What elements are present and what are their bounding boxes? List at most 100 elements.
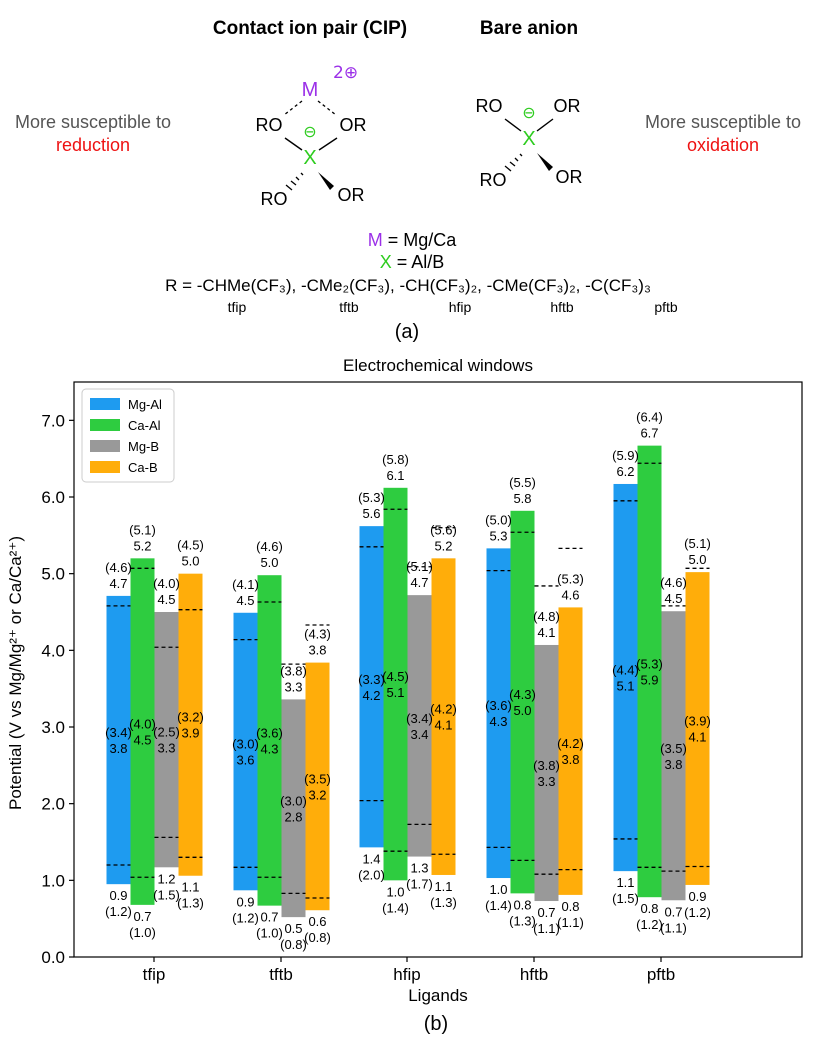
bottom-label: 0.9 [688,889,706,904]
abbr-tftb: tftb [339,299,359,315]
top-label: 3.8 [308,643,326,658]
bottom-label: 1.0 [386,884,404,899]
x-tick-label-pftb: pftb [647,965,675,984]
bar-ca-al-tfip [130,558,155,905]
top-label-alt: (5.3) [358,490,385,505]
x-tick-label-tfip: tfip [143,965,166,984]
mid-label-alt: (3.8) [533,758,560,773]
bare-center-symbol: X [522,128,535,150]
mid-label-alt: (3.2) [177,710,204,725]
legend-swatch-mg-b [90,440,120,452]
top-label: 5.2 [434,538,452,553]
bare-ro-lower: RO [480,170,507,190]
top-label: 4.1 [537,625,555,640]
y-axis: 0.0 1.0 2.0 3.0 4.0 5.0 6.0 7.0 [41,411,74,967]
top-label-alt: (5.1) [684,536,711,551]
top-label: 6.7 [640,426,658,441]
bar-mg-al-pftb [613,483,638,872]
top-label-alt: (5.1) [406,559,433,574]
mid-label-alt: (3.6) [256,725,283,740]
mid-label: 2.8 [284,809,302,824]
bottom-label: 1.1 [181,880,199,895]
mid-label: 3.6 [236,753,254,768]
mid-label-alt: (3.5) [660,741,687,756]
bare-anion-structure: RO OR ⊖ X RO OR [476,96,583,190]
y-tick-label: 2.0 [41,795,65,814]
cip-bond-ur [318,137,338,151]
bare-or-upper: OR [554,96,581,116]
y-tick-label: 6.0 [41,488,65,507]
top-label: 5.8 [513,491,531,506]
bottom-label-alt: (0.8) [304,930,331,945]
mid-label-alt: (3.5) [304,771,331,786]
r-definition: R = -CHMe(CF₃), -CMe₂(CF₃), -CH(CF₃)₂, -… [165,276,651,295]
top-label-alt: (5.3) [557,571,584,586]
bare-ro-upper: RO [476,96,503,116]
top-label: 5.0 [260,555,278,570]
bar-mg-b-pftb [661,611,686,901]
mid-label: 3.8 [109,741,127,756]
mid-label-alt: (3.3) [358,672,385,687]
bar-ca-b-tftb [305,662,330,911]
top-label: 3.3 [284,679,302,694]
top-label: 5.2 [133,538,151,553]
bottom-label: 1.3 [410,861,428,876]
cip-hashed-bond [285,172,304,191]
mid-label-alt: (4.2) [430,702,457,717]
bar-ca-al-hftb [510,510,535,894]
top-label: 4.5 [664,591,682,606]
bottom-label-alt: (1.1) [557,915,584,930]
data-labels-layer: (4.6)4.7(3.4)3.80.9(1.2)(4.1)4.5(3.0)3.6… [105,410,711,953]
mid-label-alt: (4.2) [557,736,584,751]
bottom-label: 0.5 [284,921,302,936]
cip-ro-lower: RO [261,189,288,209]
y-axis-label: Potential (V vs Mg/Mg²⁺ or Ca/Ca²⁺) [6,536,25,810]
top-label: 5.0 [688,552,706,567]
bottom-label: 1.0 [489,882,507,897]
bar-mg-al-tfip [106,595,131,885]
legend-swatch-mg-al [90,398,120,410]
top-label: 4.6 [561,587,579,602]
panel-a-label: (a) [395,321,419,343]
bare-anion-heading: Bare anion [480,18,578,39]
top-label-alt: (4.1) [232,577,259,592]
bottom-label: 0.8 [561,899,579,914]
top-label: 5.6 [362,506,380,521]
x-tick-label-hftb: hftb [520,965,548,984]
bar-mg-b-tftb [281,699,306,918]
top-label-alt: (4.6) [105,560,132,575]
bottom-label-alt: (1.5) [612,891,639,906]
top-label: 4.5 [236,593,254,608]
bottom-label: 1.1 [616,875,634,890]
mid-label: 4.2 [362,688,380,703]
bottom-label-alt: (1.7) [406,877,433,892]
mid-label: 3.3 [537,774,555,789]
cip-heading: Contact ion pair (CIP) [213,18,407,39]
legend: Mg-Al Ca-Al Mg-B Ca-B [81,388,175,483]
x-tick-label-hfip: hfip [393,965,420,984]
legend-label-mg-al: Mg-Al [128,397,162,412]
scheme-panel-a: Contact ion pair (CIP) Bare anion More s… [15,18,801,343]
legend-swatch-ca-b [90,461,120,473]
abbreviation-row: tfip tftb hfip hftb pftb [228,299,678,315]
mid-label: 3.2 [308,787,326,802]
bottom-label: 0.7 [260,910,278,925]
bar-ca-b-tfip [178,573,203,876]
top-label-alt: (4.3) [304,627,331,642]
mid-label-alt: (3.0) [280,793,307,808]
bar-mg-b-hfip [407,595,432,857]
y-tick-label: 5.0 [41,565,65,584]
mid-label: 5.9 [640,672,658,687]
cip-bond-ul [284,137,303,151]
cip-or-upper: OR [340,115,367,135]
top-label-alt: (4.8) [533,609,560,624]
cip-dashed-bond-right [317,100,337,116]
bottom-label-alt: (1.2) [684,905,711,920]
mid-label-alt: (4.3) [509,687,536,702]
mid-label-alt: (4.0) [129,717,156,732]
cip-minus-sign: ⊖ [303,122,316,141]
bottom-label-alt: (1.3) [509,913,536,928]
bare-bond-ur [536,118,554,132]
y-tick-label: 7.0 [41,411,65,430]
legend-label-mg-b: Mg-B [128,439,159,454]
